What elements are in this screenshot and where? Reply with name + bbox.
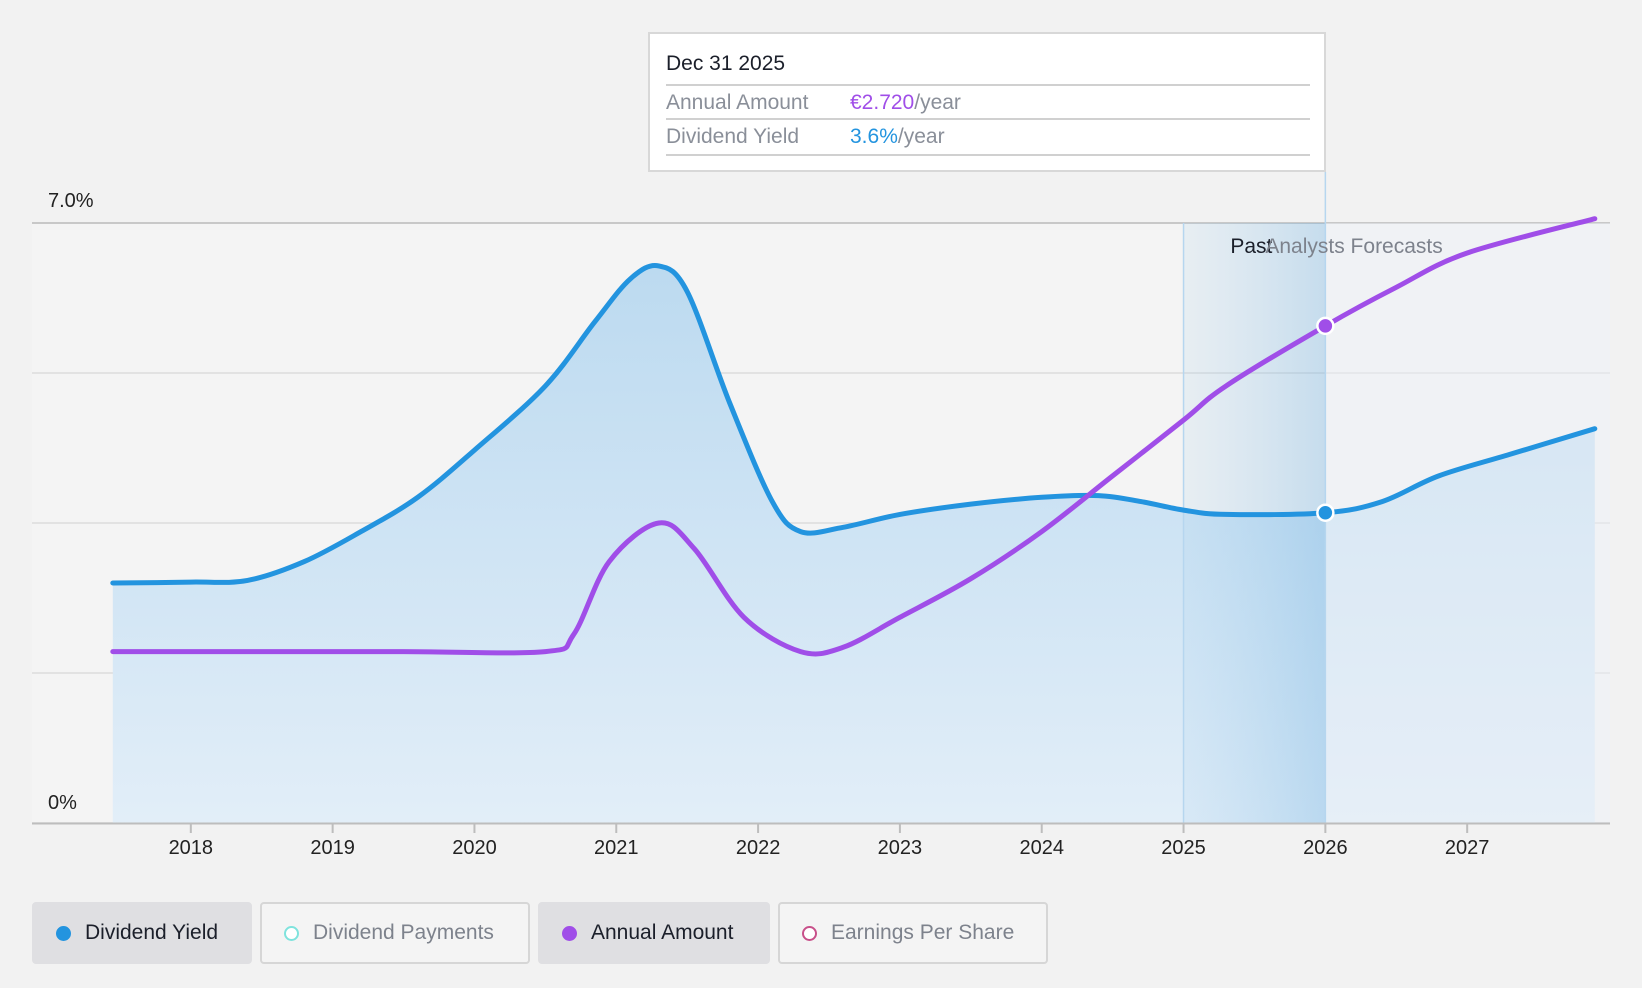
region-label-past: Past <box>1230 235 1272 258</box>
x-tick-label: 2024 <box>1019 837 1064 859</box>
legend-label: Dividend Payments <box>313 921 494 944</box>
legend-label: Dividend Yield <box>85 921 219 944</box>
x-tick-label: 2020 <box>452 837 497 859</box>
dividend-yield-line <box>110 262 1598 586</box>
x-axis: 0% 7.0% 2018 2019 2020 2021 2022 2023 2024 2025 20… <box>32 190 1610 859</box>
x-tick-label: 2026 <box>1303 837 1348 859</box>
tooltip-row-label: Dividend Yield <box>666 125 800 148</box>
tooltip-value-unit: /year <box>914 91 961 114</box>
x-tick-label: 2025 <box>1161 837 1206 859</box>
series-lines <box>110 216 1598 657</box>
series-markers <box>1316 316 1335 522</box>
x-tick-label: 2018 <box>169 837 214 859</box>
chart-tooltip: Dec 31 2025 Annual Amount €2.720/year Di… <box>648 32 1326 172</box>
dividend-yield-marker <box>1316 503 1335 522</box>
ring-dot-icon <box>284 925 299 941</box>
legend-label: Annual Amount <box>591 921 734 944</box>
legend-earnings-per-share[interactable]: Earnings Per Share <box>778 902 1048 964</box>
x-tick-label: 2027 <box>1445 837 1490 859</box>
tooltip-row-value: 3.6%/year <box>850 125 945 149</box>
tooltip-value-number: €2.720 <box>850 91 915 114</box>
tooltip-row-value: €2.720/year <box>850 91 961 115</box>
y-tick-label: 0% <box>48 792 77 814</box>
tooltip-row-label: Annual Amount <box>666 91 809 114</box>
legend-dividend-yield[interactable]: Dividend Yield <box>32 902 252 964</box>
x-tick-label: 2019 <box>310 837 355 859</box>
filled-dot-icon <box>56 925 71 941</box>
annual-amount-marker <box>1316 316 1335 336</box>
tooltip-date: Dec 31 2025 <box>666 52 786 75</box>
tooltip-value-unit: /year <box>897 125 945 148</box>
x-tick-label: 2022 <box>736 837 781 859</box>
forecast-region <box>1325 223 1610 823</box>
region-label-forecast: Analysts Forecasts <box>1265 235 1442 258</box>
tooltip-value-number: 3.6% <box>850 125 898 148</box>
tooltip-row-annual-amount: Annual Amount €2.720/year <box>666 84 1310 120</box>
tooltip-row-dividend-yield: Dividend Yield 3.6%/year <box>666 118 1310 156</box>
annual-amount-line <box>110 216 1598 657</box>
ring-dot-icon <box>802 925 817 941</box>
filled-dot-icon <box>562 925 577 941</box>
legend-dividend-payments[interactable]: Dividend Payments <box>260 902 530 964</box>
y-tick-label: 7.0% <box>48 190 94 212</box>
legend-label: Earnings Per Share <box>831 921 1015 944</box>
x-tick-label: 2021 <box>594 837 639 859</box>
x-tick-label: 2023 <box>878 837 923 859</box>
legend-annual-amount[interactable]: Annual Amount <box>538 902 770 964</box>
past-highlight-band <box>1183 223 1326 823</box>
